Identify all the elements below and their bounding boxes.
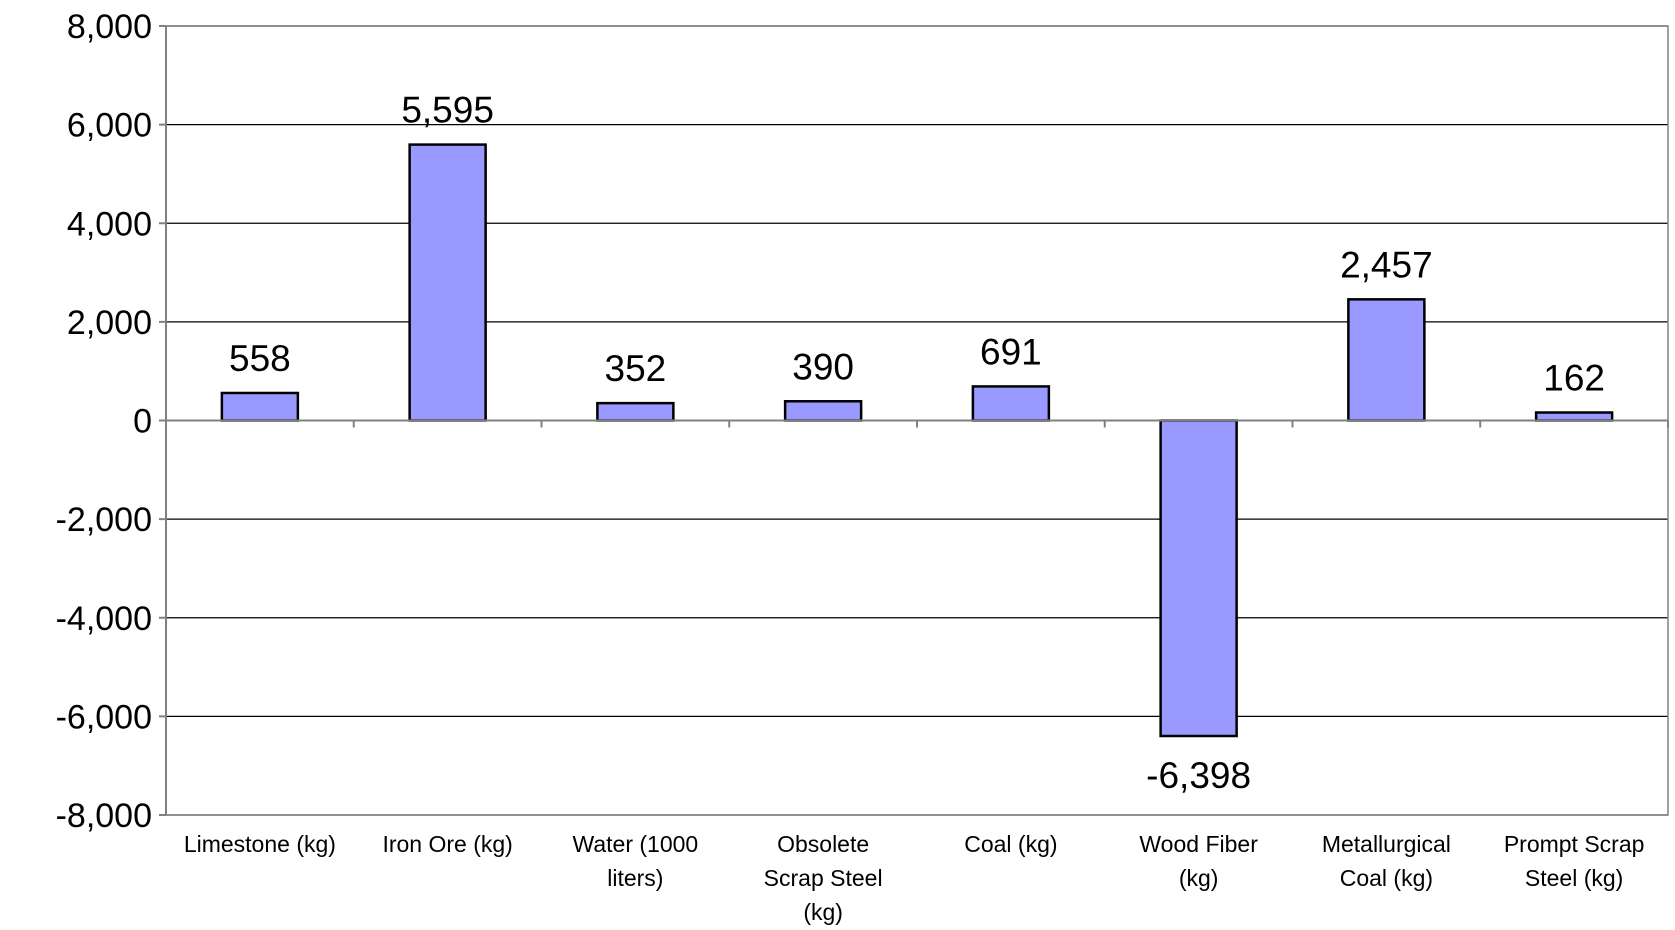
data-label: -6,398 <box>1146 755 1251 796</box>
bar <box>971 385 1051 422</box>
bars <box>220 143 1614 738</box>
category-label: Iron Ore (kg) <box>382 831 512 857</box>
data-label: 5,595 <box>401 90 494 131</box>
y-tick-label: 2,000 <box>67 304 152 342</box>
y-tick-label: -6,000 <box>56 698 152 736</box>
bar <box>1347 298 1426 422</box>
data-label: 2,457 <box>1340 244 1433 285</box>
y-tick-label: 0 <box>133 403 152 441</box>
data-label: 162 <box>1543 358 1605 399</box>
bar <box>783 400 863 422</box>
y-tick-label: -2,000 <box>56 501 152 539</box>
data-label: 558 <box>229 338 291 379</box>
data-label: 390 <box>792 346 854 387</box>
bar <box>1159 419 1238 738</box>
category-label: Water (1000 liters) <box>573 831 699 891</box>
category-label: Limestone (kg) <box>184 831 336 857</box>
category-label: Obsolete Scrap Steel (kg) <box>764 831 883 925</box>
bar <box>1534 411 1614 422</box>
y-tick-label: -4,000 <box>56 600 152 638</box>
bar <box>220 391 300 422</box>
y-tick-labels: 8,000 6,000 4,000 2,000 0 -2,000 -4,000 -6,000 -… <box>56 8 152 835</box>
y-tick-label: 8,000 <box>67 8 152 46</box>
bar <box>596 401 675 422</box>
data-label: 691 <box>980 331 1042 372</box>
bar <box>408 143 487 422</box>
category-labels: Limestone (kg) Iron Ore (kg) Water (1000 li… <box>184 831 1645 925</box>
y-tick-label: 4,000 <box>67 205 152 243</box>
category-label: Wood Fiber (kg) <box>1139 831 1258 891</box>
data-label: 352 <box>605 348 667 389</box>
y-tick-label: -8,000 <box>56 797 152 835</box>
axes <box>159 25 1669 816</box>
data-labels: 558 5,595 352 390 691 -6,398 2,457 162 <box>229 90 1605 796</box>
category-label: Prompt Scrap Steel (kg) <box>1504 831 1645 891</box>
y-tick-label: 6,000 <box>67 107 152 145</box>
category-label: Metallurgical Coal (kg) <box>1322 831 1451 891</box>
category-label: Coal (kg) <box>964 831 1057 857</box>
